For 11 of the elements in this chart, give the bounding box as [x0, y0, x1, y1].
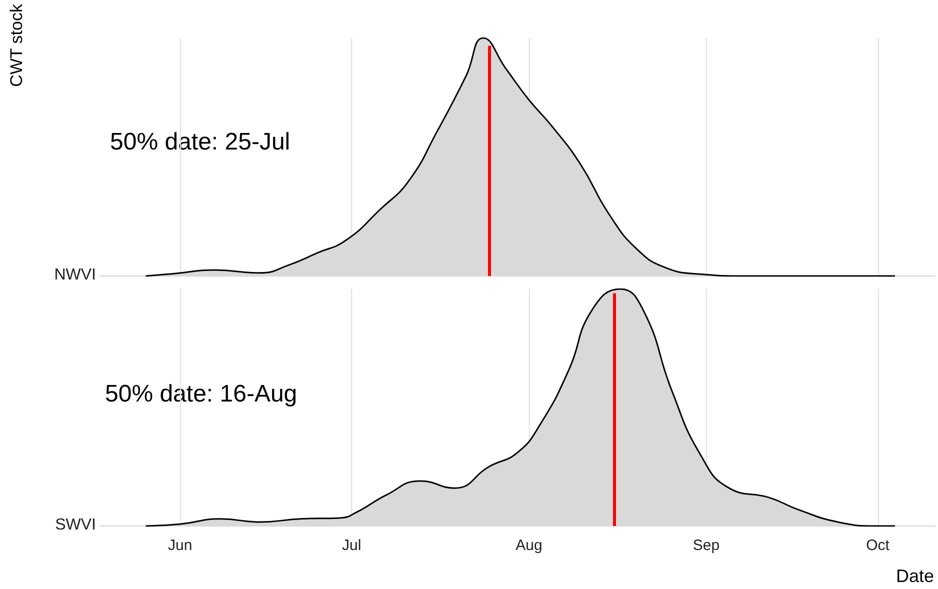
x-tick-label: Oct — [866, 537, 890, 554]
y-axis-title: CWT stock — [7, 4, 26, 87]
text: SWVI — [55, 516, 96, 534]
x-tick-label: Jul — [342, 537, 362, 554]
annotation: 50% date: 16-Aug — [105, 380, 298, 408]
x-tick-label: Sep — [692, 537, 720, 554]
x-tick-label: Aug — [516, 537, 542, 554]
text: NWVI — [54, 266, 96, 284]
x-axis-title: Date — [896, 566, 934, 586]
x-tick-label: Jun — [168, 537, 192, 554]
annotation: 50% date: 25-Jul — [110, 128, 290, 156]
